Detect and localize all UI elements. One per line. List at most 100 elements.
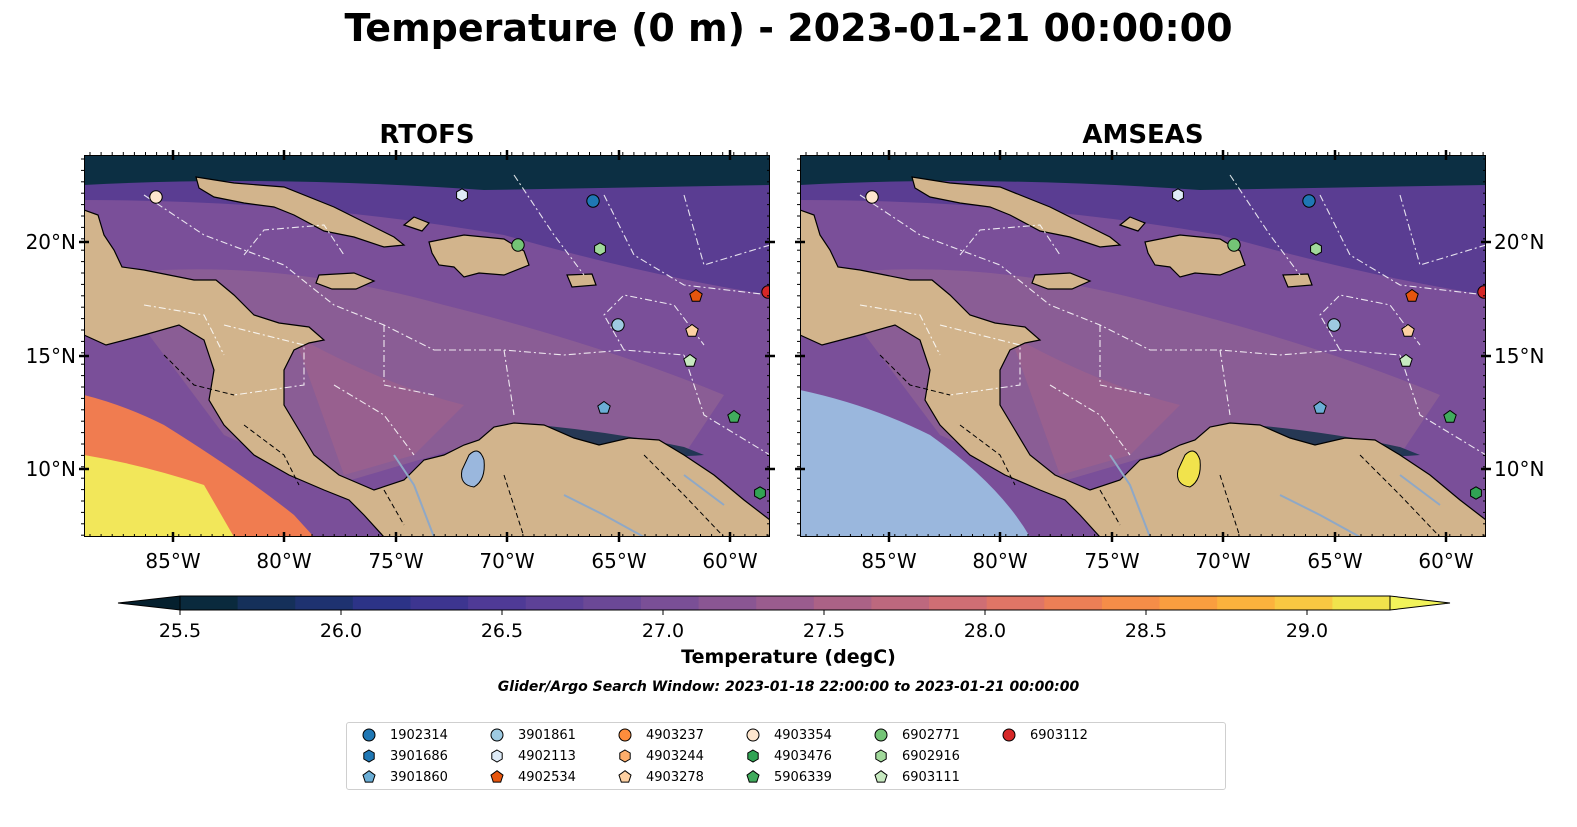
- map-axes: 85°W 80°W 75°W 70°W 65°W 60°W 85°W 80°W 75°W 70°W…: [26, 150, 1544, 573]
- legend-marker: [618, 770, 632, 783]
- legend-label: 4902113: [518, 748, 576, 764]
- legend-marker: [747, 749, 759, 763]
- legend-item: 6903112: [999, 725, 1088, 745]
- legend-label: 4903244: [646, 748, 704, 764]
- colorbar-segment: [1159, 596, 1218, 610]
- argo-float-6902771-marker: [511, 238, 525, 252]
- hexagon-marker-icon: [363, 749, 375, 763]
- legend-label: 6902916: [902, 748, 960, 764]
- colorbar-segment: [871, 596, 930, 610]
- lat-tick-label: 15°N: [26, 344, 76, 368]
- map-panel-rtofs: [84, 155, 770, 537]
- circle-marker-icon: [1002, 728, 1016, 742]
- legend-item: 1902314: [359, 725, 448, 745]
- legend-marker: [363, 749, 375, 763]
- colorbar-tick-label: 28.0: [964, 620, 1006, 642]
- pentagon-marker-icon: [490, 770, 504, 783]
- argo-float-4903278-marker: [1401, 323, 1415, 337]
- legend-item: 4903278: [615, 767, 704, 787]
- colorbar-segment: [583, 596, 642, 610]
- colorbar-tick-label: 26.5: [481, 620, 523, 642]
- hexagon-marker-icon: [747, 749, 759, 763]
- colorbar-segment: [756, 596, 815, 610]
- float-legend: 1902314 3901686 3901860 3901861 4902113 49025…: [346, 722, 1226, 790]
- colorbar-segment: [929, 596, 988, 610]
- landmass: [84, 209, 770, 537]
- colorbar-segment: [525, 596, 584, 610]
- search-window-text: Glider/Argo Search Window: 2023-01-18 22…: [497, 679, 1080, 695]
- legend-item: 4902534: [487, 767, 576, 787]
- circle-marker-icon: [490, 728, 504, 742]
- colorbar-segment: [640, 596, 700, 610]
- legend-marker: [490, 728, 504, 742]
- legend-label: 4903354: [774, 727, 832, 743]
- colorbar-segment: [1217, 596, 1276, 610]
- legend-marker: [874, 770, 888, 783]
- argo-float-5906339-marker: [727, 409, 741, 423]
- legend-label: 1902314: [390, 727, 448, 743]
- colorbar-tick-label: 27.5: [803, 620, 845, 642]
- argo-float-4903278-marker: [685, 323, 699, 337]
- lon-tick-label: 70°W: [479, 549, 534, 573]
- argo-float-6903112-marker: [761, 285, 770, 299]
- landmass: [911, 176, 1122, 248]
- argo-float-4903476-marker: [754, 486, 766, 500]
- argo-float-3901861-marker: [611, 318, 625, 332]
- legend-label: 3901860: [390, 769, 448, 785]
- colorbar-extend-low: [117, 595, 181, 611]
- colorbar-segment: [986, 596, 1045, 610]
- landmass: [1031, 272, 1092, 290]
- legend-item: 3901861: [487, 725, 576, 745]
- map-panel-amseas: [800, 155, 1486, 537]
- landmass: [402, 216, 431, 232]
- argo-float-6903111-marker: [683, 353, 697, 367]
- lon-tick-label: 65°W: [591, 549, 646, 573]
- colorbar-label: Temperature (degC): [681, 646, 896, 668]
- argo-float-4902113-marker: [1172, 188, 1184, 202]
- legend-item: 4902113: [487, 746, 576, 766]
- colorbar: 25.5 26.0 26.5 27.0 27.5 28.0 28.5 29.0: [117, 595, 1451, 642]
- lat-tick-label: 15°N: [1494, 344, 1544, 368]
- lon-tick-label: 85°W: [861, 549, 916, 573]
- legend-item: 3901860: [359, 767, 448, 787]
- legend-label: 6903112: [1030, 727, 1088, 743]
- lake: [1177, 450, 1201, 488]
- circle-marker-icon: [618, 728, 632, 742]
- lake: [461, 450, 485, 488]
- landmass: [800, 209, 1486, 537]
- lon-tick-label: 60°W: [1418, 549, 1473, 573]
- colorbar-segment: [410, 596, 469, 610]
- colorbar-tick-label: 25.5: [159, 620, 201, 642]
- panel-title-rtofs: RTOFS: [379, 120, 475, 150]
- argo-float-6902916-marker: [594, 242, 606, 256]
- legend-marker: [362, 728, 376, 742]
- legend-marker: [746, 728, 760, 742]
- colorbar-segment: [352, 596, 411, 610]
- colorbar-tick-label: 27.0: [642, 620, 684, 642]
- legend-marker: [619, 749, 631, 763]
- colorbar-segment: [295, 596, 354, 610]
- colorbar-segment: [1332, 596, 1391, 610]
- legend-marker: [874, 728, 888, 742]
- landmass: [195, 176, 406, 248]
- colorbar-segment: [180, 596, 239, 610]
- lon-tick-label: 65°W: [1307, 549, 1362, 573]
- legend-marker: [362, 770, 376, 783]
- colorbar-segment: [237, 596, 296, 610]
- landmass: [1144, 234, 1246, 278]
- legend-marker: [1002, 728, 1016, 742]
- legend-marker: [746, 770, 760, 783]
- legend-label: 4903476: [774, 748, 832, 764]
- legend-item: 3901686: [359, 746, 448, 766]
- legend-label: 4902534: [518, 769, 576, 785]
- argo-float-3901860-marker: [1313, 400, 1327, 414]
- legend-item: 4903354: [743, 725, 832, 745]
- legend-item: 6902916: [871, 746, 960, 766]
- colorbar-segment: [1044, 596, 1103, 610]
- colorbar-segment: [813, 596, 872, 610]
- figure-title: Temperature (0 m) - 2023-01-21 00:00:00: [344, 6, 1233, 50]
- legend-item: 5906339: [743, 767, 832, 787]
- lon-tick-label: 80°W: [256, 549, 311, 573]
- colorbar-segment: [468, 596, 527, 610]
- argo-float-4903476-marker: [1470, 486, 1482, 500]
